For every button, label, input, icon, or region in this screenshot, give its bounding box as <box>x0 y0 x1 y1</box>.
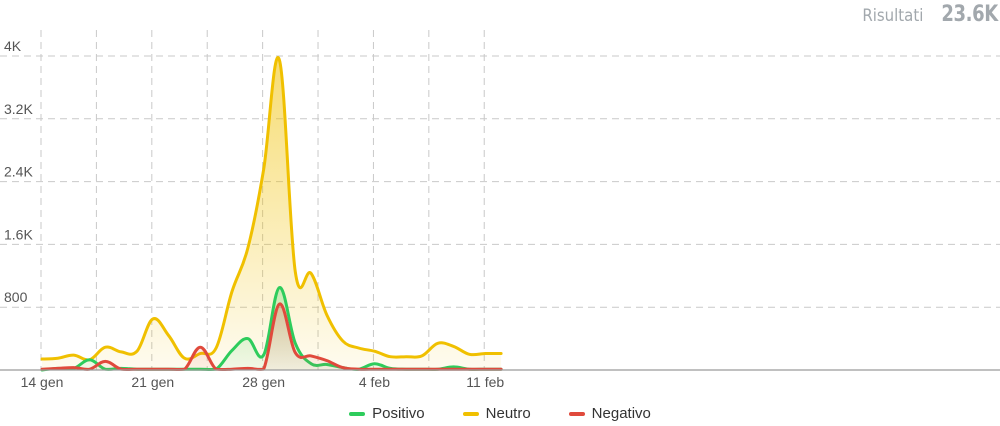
y-tick-label: 2.4K <box>4 164 33 180</box>
y-tick-label: 4K <box>4 38 22 54</box>
series-area-neutro <box>42 57 502 371</box>
x-tick-label: 4 feb <box>359 374 390 390</box>
sentiment-chart: 800 1.6K 2.4K 3.2K 4K 14 gen 21 gen 28 gen 4 feb… <box>0 30 1000 390</box>
x-tick-label: 11 feb <box>466 374 504 390</box>
chart-legend: Positivo Neutro Negativo <box>0 405 1000 422</box>
legend-item-positivo[interactable]: Positivo <box>349 405 425 422</box>
legend-swatch <box>568 411 585 416</box>
x-tick-label: 21 gen <box>131 374 174 390</box>
x-tick-label: 14 gen <box>21 374 64 390</box>
legend-swatch <box>462 411 479 416</box>
legend-label: Neutro <box>485 405 531 422</box>
x-tick-label: 28 gen <box>242 374 285 390</box>
legend-label: Positivo <box>372 405 425 422</box>
results-label: Risultati <box>862 6 924 26</box>
legend-label: Negativo <box>591 405 651 422</box>
y-tick-label: 3.2K <box>4 101 33 117</box>
y-tick-label: 1.6K <box>4 226 33 242</box>
legend-swatch <box>349 411 366 416</box>
y-tick-label: 800 <box>4 289 28 305</box>
legend-item-negativo[interactable]: Negativo <box>568 405 651 422</box>
series-line-neutro <box>40 56 503 362</box>
legend-item-neutro[interactable]: Neutro <box>462 405 531 422</box>
results-summary: Risultati 23.6K <box>854 2 998 27</box>
series-line-negativo <box>40 302 503 372</box>
results-count: 23.6K <box>941 2 999 27</box>
